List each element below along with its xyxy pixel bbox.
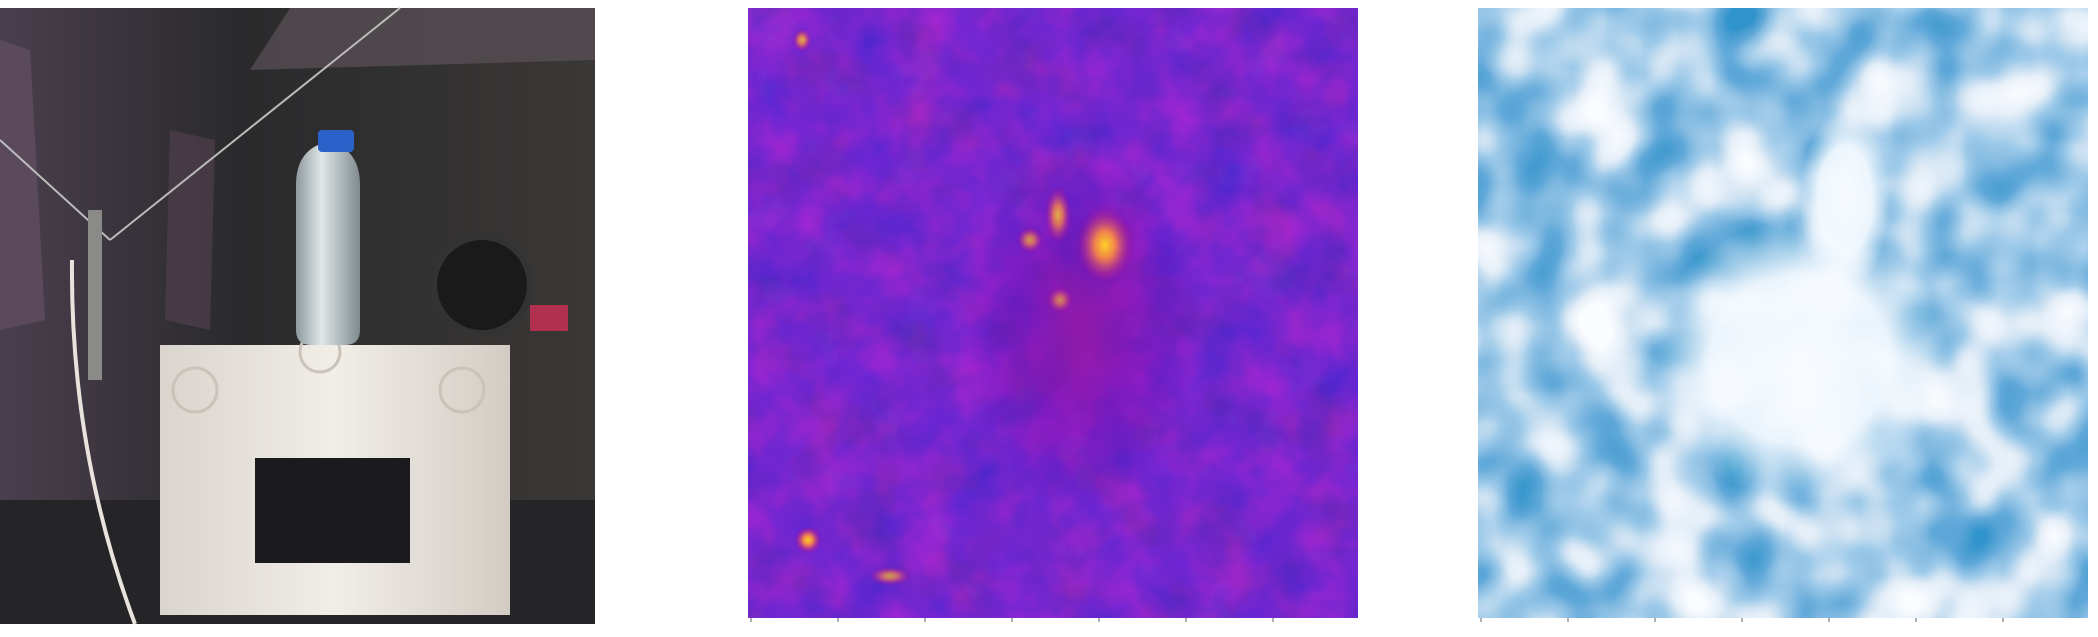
- wall-foam: [0, 40, 45, 330]
- hotspot: [868, 566, 912, 586]
- hotspot: [1046, 286, 1074, 314]
- hotspot: [1016, 226, 1044, 254]
- foam-hole: [255, 458, 410, 563]
- foam-detail: [438, 366, 486, 414]
- wire: [109, 7, 401, 241]
- heat-region: [960, 150, 1200, 510]
- hotspot: [794, 526, 822, 554]
- plasma-ticks: [750, 618, 1274, 622]
- hotspot: [1075, 205, 1135, 285]
- heatmap-plasma: [748, 8, 1358, 618]
- bottle: [296, 145, 360, 345]
- hotspot: [1044, 185, 1072, 245]
- bottle-cap: [318, 130, 354, 152]
- probe: [88, 210, 102, 380]
- hotspot: [792, 28, 812, 52]
- light-region: [1800, 110, 1890, 290]
- light-region: [1650, 220, 1950, 500]
- blues-ticks: [1480, 618, 2004, 622]
- speaker: [431, 234, 533, 336]
- photo: [0, 7, 595, 625]
- heatmap-blues: [1478, 8, 2088, 618]
- cable: [69, 259, 137, 625]
- device: [530, 305, 568, 331]
- ceiling-foam: [250, 8, 595, 70]
- foam-detail: [171, 366, 219, 414]
- wall-foam: [165, 130, 215, 330]
